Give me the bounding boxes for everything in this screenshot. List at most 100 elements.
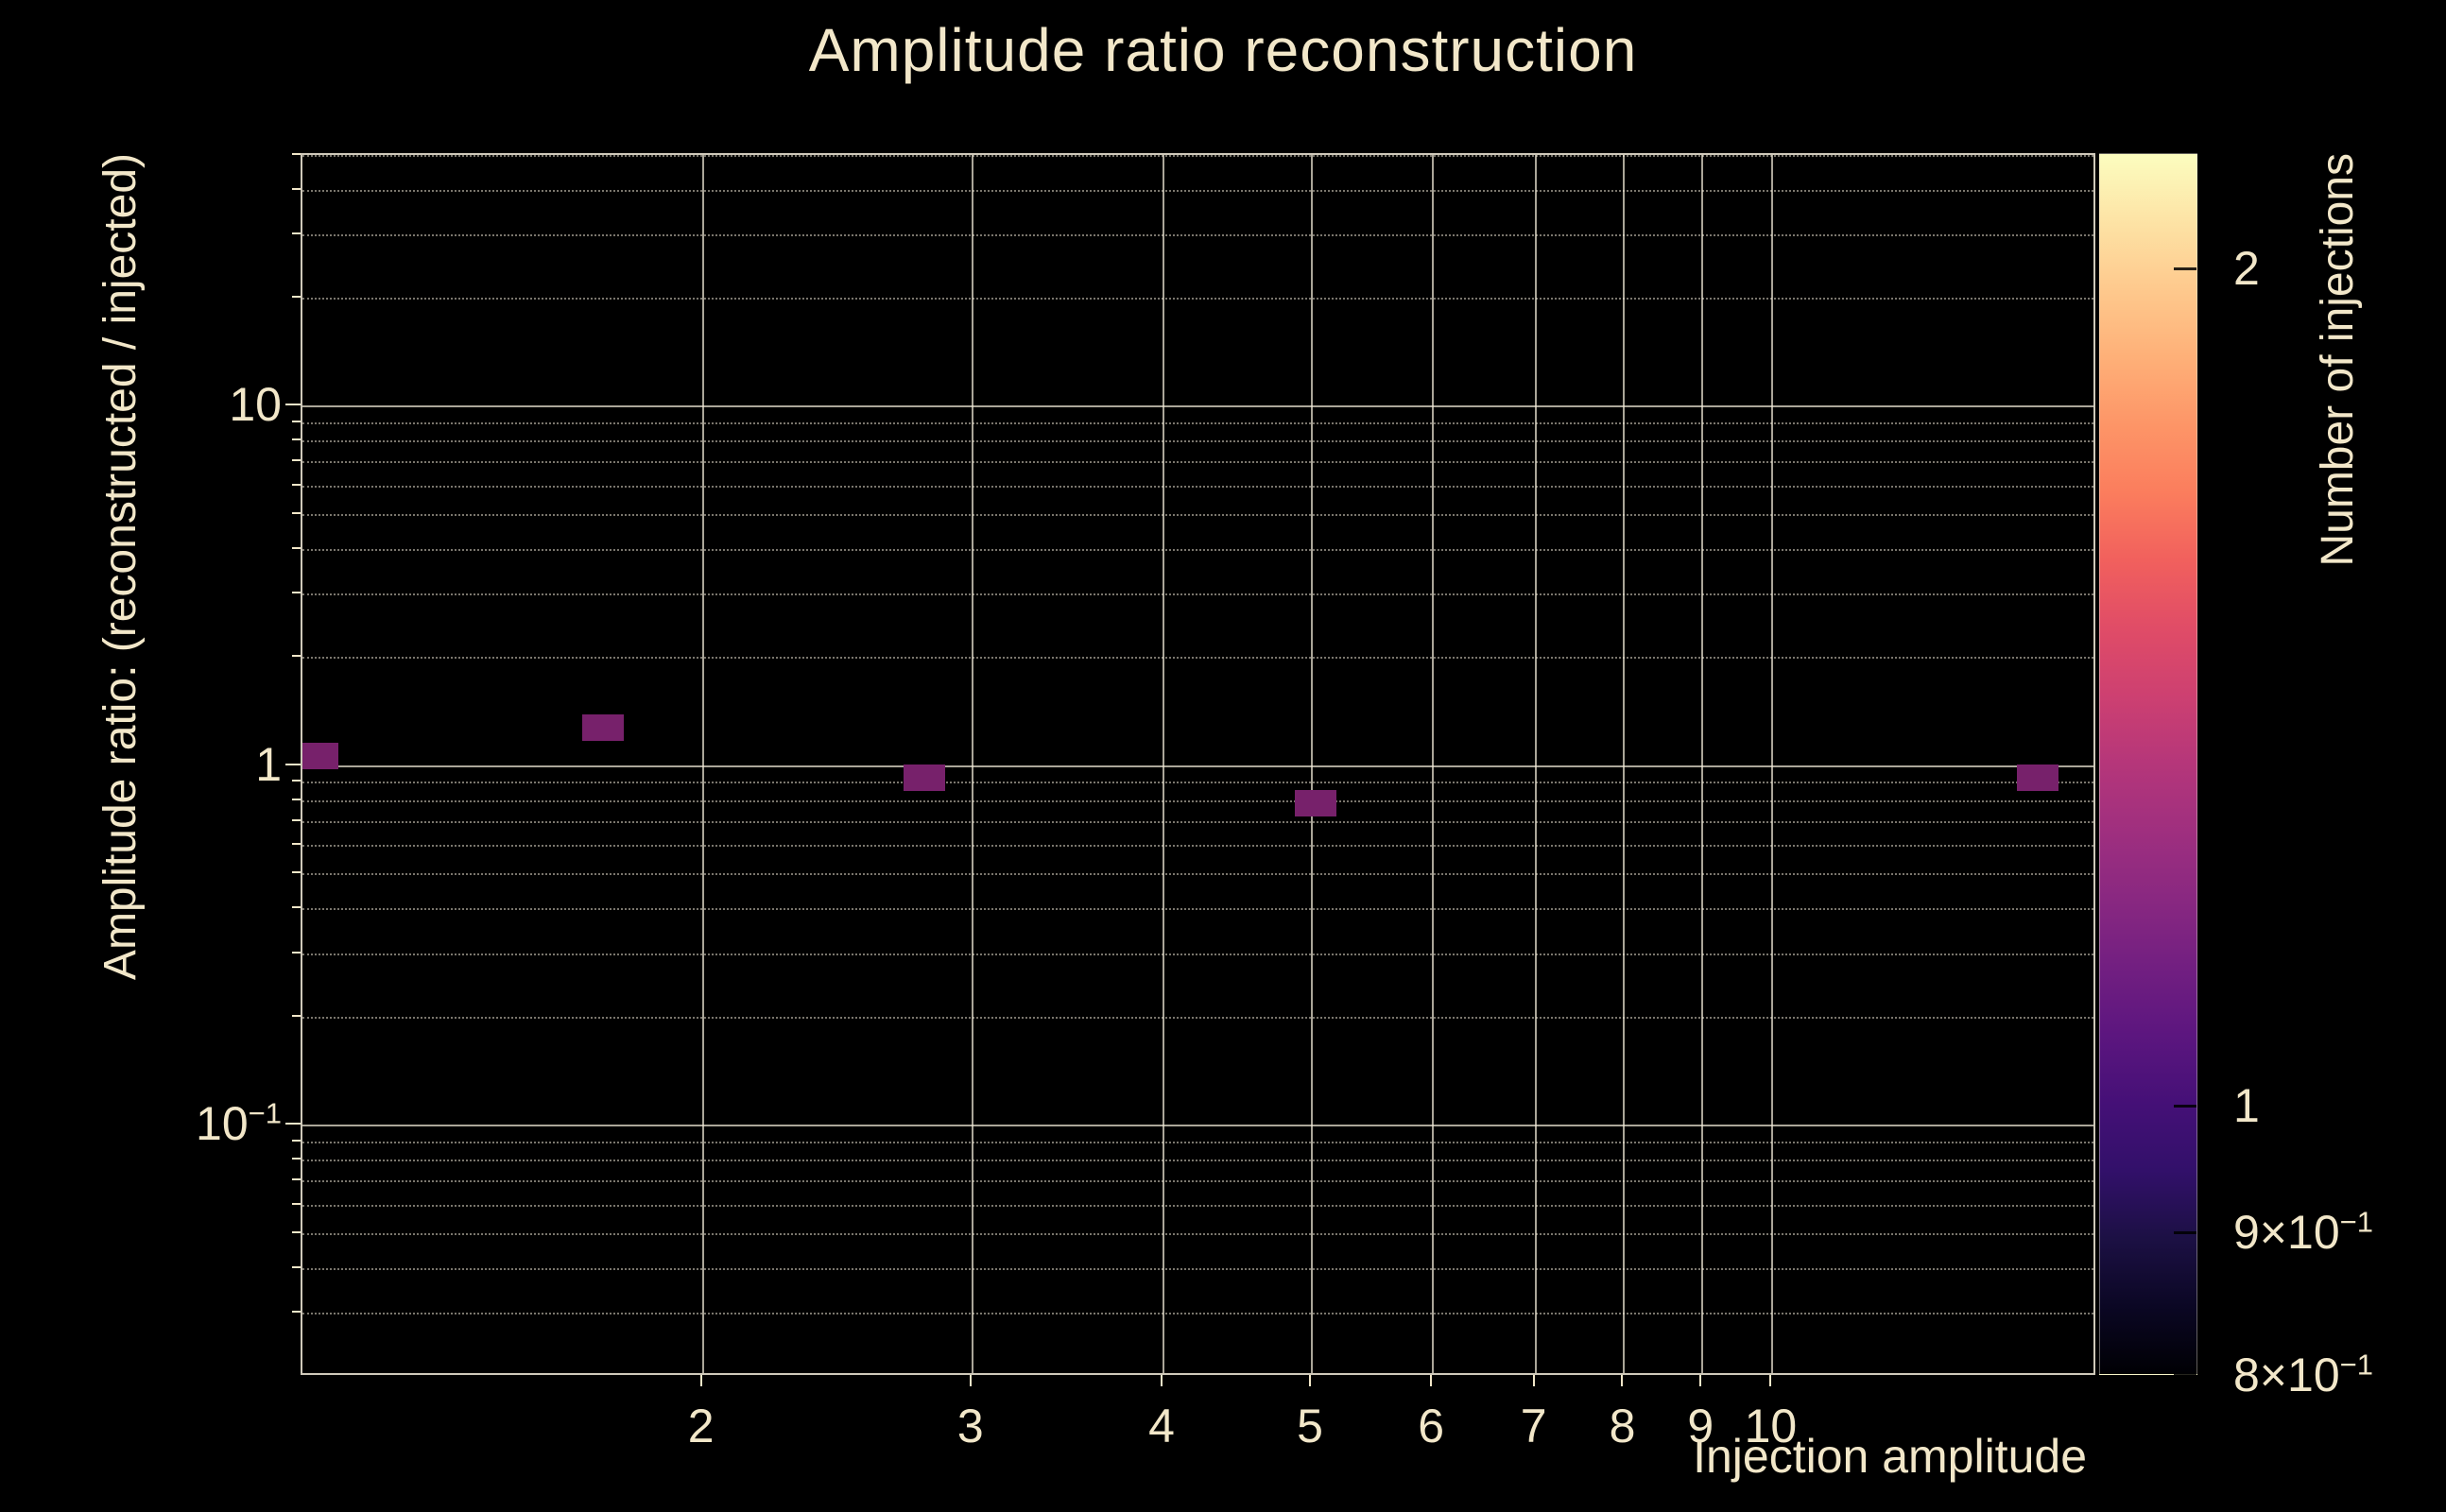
- y-axis-minor-tick: [292, 951, 301, 954]
- x-tick-label: 7: [1520, 1400, 1547, 1452]
- gridline-x-major: [701, 155, 704, 1373]
- x-tick-label: 4: [1148, 1400, 1175, 1452]
- gridline-y-minor: [302, 1160, 2093, 1162]
- y-axis-tick: [285, 404, 301, 406]
- colorbar-tick-label: 9×10−1: [2233, 1205, 2373, 1260]
- x-tick-label: 3: [956, 1400, 984, 1452]
- gridline-y-minor: [302, 953, 2093, 955]
- y-axis-minor-tick: [292, 152, 301, 155]
- y-axis-minor-tick: [292, 592, 301, 594]
- y-tick-label: 1: [255, 737, 282, 791]
- x-axis-tick: [1161, 1375, 1163, 1386]
- gridline-y-minor: [302, 234, 2093, 237]
- colorbar-tick-label: 1: [2233, 1078, 2260, 1132]
- x-tick-label: 6: [1418, 1400, 1445, 1452]
- y-axis-minor-tick: [292, 438, 301, 441]
- gridline-y-minor: [302, 657, 2093, 660]
- y-tick-label: 10: [229, 378, 282, 432]
- y-tick-label: 10−1: [196, 1096, 282, 1151]
- y-axis-minor-tick: [292, 232, 301, 235]
- heatmap-bin: [903, 764, 945, 791]
- y-axis-minor-tick: [292, 780, 301, 782]
- y-axis-tick: [285, 763, 301, 765]
- x-axis-tick: [969, 1375, 972, 1386]
- gridline-y-minor: [302, 820, 2093, 823]
- y-axis-minor-tick: [292, 1202, 301, 1205]
- x-axis-tick: [1308, 1375, 1311, 1386]
- y-axis-minor-tick: [292, 906, 301, 909]
- gridline-y-minor: [302, 1180, 2093, 1183]
- colorbar-label: Number of injections: [2313, 153, 2363, 567]
- y-axis-minor-tick: [292, 1230, 301, 1233]
- colorbar-tick: [2174, 1374, 2196, 1377]
- colorbar: [2099, 153, 2197, 1377]
- gridline-x-major: [1771, 155, 1774, 1373]
- y-axis-minor-tick: [292, 511, 301, 514]
- y-axis-minor-tick: [292, 1311, 301, 1314]
- gridline-x-major: [971, 155, 973, 1373]
- gridline-y-minor: [302, 1267, 2093, 1270]
- gridline-y-major: [302, 765, 2093, 767]
- chart-title: Amplitude ratio reconstruction: [808, 16, 1638, 84]
- y-axis-minor-tick: [292, 1178, 301, 1181]
- y-axis-minor-tick: [292, 420, 301, 422]
- gridline-y-minor: [302, 298, 2093, 300]
- gridline-y-minor: [302, 1016, 2093, 1019]
- x-tick-label: 8: [1609, 1400, 1636, 1452]
- gridline-y-minor: [302, 155, 2093, 157]
- x-tick-label: 2: [687, 1400, 715, 1452]
- gridline-y-minor: [302, 461, 2093, 464]
- gridline-y-minor: [302, 189, 2093, 192]
- gridline-y-minor: [302, 440, 2093, 443]
- y-axis-minor-tick: [292, 546, 301, 549]
- y-axis-minor-tick: [292, 296, 301, 298]
- x-axis-tick: [699, 1375, 702, 1386]
- gridline-x-major: [1310, 155, 1313, 1373]
- heatmap-bin: [1295, 789, 1337, 816]
- y-axis-minor-tick: [292, 459, 301, 462]
- gridline-y-minor: [302, 1313, 2093, 1315]
- y-axis-minor-tick: [292, 843, 301, 846]
- colorbar-tick: [2174, 1231, 2196, 1235]
- y-axis-tick: [285, 1123, 301, 1125]
- y-axis-minor-tick: [292, 798, 301, 800]
- gridline-x-major: [1701, 155, 1704, 1373]
- gridline-y-minor: [302, 799, 2093, 802]
- gridline-y-minor: [302, 908, 2093, 911]
- x-axis-tick: [1621, 1375, 1624, 1386]
- x-tick-label: 5: [1297, 1400, 1323, 1452]
- colorbar-tick-label: 2: [2233, 241, 2260, 295]
- x-axis-tick: [1430, 1375, 1433, 1386]
- y-axis-minor-tick: [292, 187, 301, 190]
- plot-area: [301, 153, 2095, 1375]
- gridline-x-major: [1163, 155, 1165, 1373]
- gridline-y-minor: [302, 593, 2093, 596]
- gridline-x-major: [1623, 155, 1626, 1373]
- y-axis-minor-tick: [292, 1265, 301, 1268]
- gridline-y-major: [302, 1125, 2093, 1127]
- x-axis-tick: [1532, 1375, 1535, 1386]
- gridline-y-minor: [302, 548, 2093, 551]
- y-axis-minor-tick: [292, 483, 301, 486]
- y-axis-minor-tick: [292, 818, 301, 821]
- gridline-y-major: [302, 405, 2093, 408]
- y-axis-minor-tick: [292, 1158, 301, 1160]
- y-axis-minor-tick: [292, 1139, 301, 1142]
- heatmap-bin: [302, 742, 338, 769]
- x-tick-label: 9: [1687, 1400, 1714, 1452]
- y-axis-minor-tick: [292, 655, 301, 658]
- y-axis-minor-tick: [292, 1014, 301, 1017]
- gridline-y-minor: [302, 1204, 2093, 1207]
- gridline-y-minor: [302, 873, 2093, 876]
- colorbar-tick: [2174, 266, 2196, 270]
- gridline-x-major: [1534, 155, 1537, 1373]
- gridline-x-major: [1432, 155, 1435, 1373]
- heatmap-bin: [2016, 764, 2058, 791]
- x-tick-label: 10: [1744, 1400, 1798, 1452]
- colorbar-tick-label: 8×10−1: [2233, 1348, 2373, 1401]
- gridline-y-minor: [302, 1141, 2093, 1143]
- gridline-y-minor: [302, 1232, 2093, 1235]
- heatmap-bin: [581, 714, 624, 742]
- colorbar-tick: [2174, 1104, 2196, 1108]
